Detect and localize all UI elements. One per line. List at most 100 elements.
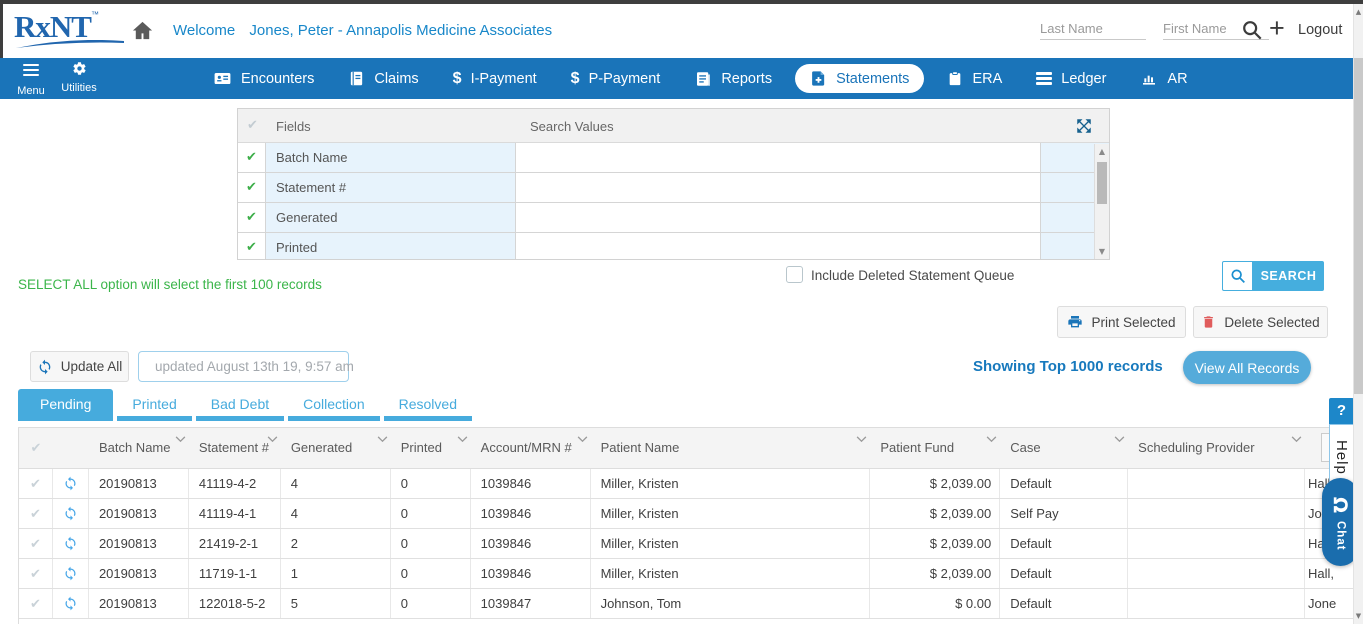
cell-patient-fund[interactable]: $ 2,039.00 bbox=[870, 469, 1001, 498]
page-scrollbar-thumb[interactable] bbox=[1354, 58, 1363, 394]
row-refresh-button[interactable] bbox=[53, 529, 89, 558]
field-checked-icon[interactable]: ✔ bbox=[238, 233, 266, 259]
tab-resolved[interactable]: Resolved bbox=[383, 389, 472, 421]
cell-patient-fund[interactable]: $ 2,039.00 bbox=[870, 499, 1001, 528]
row-checkbox[interactable]: ✔ bbox=[19, 529, 53, 558]
last-name-input[interactable] bbox=[1040, 18, 1146, 40]
first-name-input[interactable] bbox=[1163, 18, 1269, 40]
tab-printed[interactable]: Printed bbox=[117, 389, 192, 421]
column-header-scheduling-provider[interactable]: Scheduling Provider bbox=[1128, 428, 1305, 468]
tab-collection[interactable]: Collection bbox=[288, 389, 380, 421]
cell-statement-link[interactable]: 21419-2-1 bbox=[189, 529, 281, 558]
scroll-down-icon[interactable]: ▼ bbox=[1355, 612, 1362, 620]
utilities-button[interactable]: Utilities bbox=[56, 61, 102, 94]
chevron-down-icon[interactable] bbox=[1114, 436, 1125, 443]
rxnt-logo[interactable]: RxNT™ bbox=[14, 10, 132, 54]
row-refresh-button[interactable] bbox=[53, 469, 89, 498]
nav-item-encounters[interactable]: Encounters bbox=[196, 58, 331, 99]
chevron-down-icon[interactable] bbox=[175, 436, 186, 443]
menu-button[interactable]: Menu bbox=[8, 61, 54, 97]
column-header-batch-name[interactable]: Batch Name bbox=[89, 428, 189, 468]
chevron-down-icon[interactable] bbox=[577, 436, 588, 443]
row-checkbox[interactable]: ✔ bbox=[19, 559, 53, 588]
print-selected-button[interactable]: Print Selected bbox=[1057, 306, 1186, 338]
chevron-down-icon[interactable] bbox=[377, 436, 388, 443]
cell-statement-link[interactable]: 122018-5-2 bbox=[189, 589, 281, 618]
refresh-icon bbox=[65, 566, 76, 581]
cell-statement-link[interactable]: 41119-4-1 bbox=[189, 499, 281, 528]
nav-item-statements-active[interactable]: Statements bbox=[795, 64, 925, 93]
nav-item-claims[interactable]: Claims bbox=[331, 58, 435, 99]
cell-statement-link[interactable]: 11719-1-1 bbox=[189, 559, 281, 588]
panel-scrollbar-thumb[interactable] bbox=[1097, 162, 1107, 204]
search-value-input[interactable] bbox=[516, 143, 1041, 172]
logout-button[interactable]: Logout bbox=[1298, 22, 1343, 38]
include-deleted-checkbox[interactable] bbox=[786, 266, 803, 283]
cell-scheduling-provider bbox=[1128, 559, 1306, 588]
nav-item-p-payment[interactable]: $ P-Payment bbox=[554, 58, 678, 99]
chevron-down-icon[interactable] bbox=[1291, 436, 1302, 443]
view-all-records-button[interactable]: View All Records bbox=[1183, 351, 1311, 384]
cell-patient-fund[interactable]: $ 2,039.00 bbox=[870, 559, 1001, 588]
nav-item-reports[interactable]: Reports bbox=[677, 58, 789, 99]
table-row[interactable]: ✔ 20190813 41119-4-1 4 0 1039846 Miller,… bbox=[19, 499, 1363, 529]
table-row[interactable]: ✔ 20190813 122018-5-2 5 0 1039847 Johnso… bbox=[19, 589, 1363, 619]
field-checked-icon[interactable]: ✔ bbox=[238, 143, 266, 172]
search-value-input[interactable] bbox=[516, 233, 1041, 259]
search-button[interactable]: SEARCH bbox=[1222, 261, 1324, 291]
search-value-input[interactable] bbox=[516, 203, 1041, 232]
expand-panel-icon[interactable] bbox=[1075, 117, 1093, 135]
last-updated-box[interactable]: updated August 13th 19, 9:57 am bbox=[138, 351, 354, 382]
search-value-input[interactable] bbox=[516, 173, 1041, 202]
scroll-up-icon[interactable]: ▲ bbox=[1355, 8, 1362, 16]
home-icon[interactable] bbox=[131, 19, 154, 42]
column-header-generated[interactable]: Generated bbox=[281, 428, 391, 468]
update-all-button[interactable]: Update All bbox=[30, 351, 129, 382]
showing-records-text: Showing Top 1000 records bbox=[973, 358, 1163, 375]
row-checkbox[interactable]: ✔ bbox=[19, 499, 53, 528]
chevron-down-icon[interactable] bbox=[267, 436, 278, 443]
scroll-up-icon[interactable]: ▲ bbox=[1098, 147, 1106, 156]
row-checkbox[interactable]: ✔ bbox=[19, 589, 53, 618]
row-refresh-button[interactable] bbox=[53, 499, 89, 528]
delete-selected-button[interactable]: Delete Selected bbox=[1193, 306, 1328, 338]
add-patient-icon[interactable]: + bbox=[1269, 13, 1285, 43]
patient-search-icon[interactable] bbox=[1241, 19, 1263, 41]
column-header-account-mrn[interactable]: Account/MRN # bbox=[471, 428, 591, 468]
table-row[interactable]: ✔ 20190813 41119-4-2 4 0 1039846 Miller,… bbox=[19, 469, 1363, 499]
panel-scrollbar[interactable]: ▲ ▼ bbox=[1094, 144, 1109, 259]
column-header-statement-no[interactable]: Statement # bbox=[189, 428, 281, 468]
help-question-badge[interactable]: ? bbox=[1329, 398, 1354, 424]
cell-statement-link[interactable]: 41119-4-2 bbox=[189, 469, 281, 498]
row-checkbox[interactable]: ✔ bbox=[19, 469, 53, 498]
column-header-printed[interactable]: Printed bbox=[391, 428, 471, 468]
refresh-icon bbox=[65, 506, 76, 521]
tab-bad-debt[interactable]: Bad Debt bbox=[195, 389, 285, 421]
nav-item-ar[interactable]: AR bbox=[1123, 58, 1204, 99]
table-row[interactable]: ✔ 20190813 11719-1-1 1 0 1039846 Miller,… bbox=[19, 559, 1363, 589]
nav-item-ledger[interactable]: Ledger bbox=[1019, 58, 1123, 99]
row-refresh-button[interactable] bbox=[53, 589, 89, 618]
row-refresh-button[interactable] bbox=[53, 559, 89, 588]
nav-item-i-payment[interactable]: $ I-Payment bbox=[436, 58, 554, 99]
select-all-fields-check-icon[interactable]: ✔ bbox=[247, 118, 258, 133]
column-header-case[interactable]: Case bbox=[1000, 428, 1128, 468]
chat-button[interactable]: Ω Chat bbox=[1322, 478, 1359, 566]
scroll-down-icon[interactable]: ▼ bbox=[1098, 247, 1106, 256]
chevron-down-icon[interactable] bbox=[986, 436, 997, 443]
select-all-rows-checkbox[interactable]: ✔ bbox=[19, 428, 53, 468]
cell-patient-fund[interactable]: $ 2,039.00 bbox=[870, 529, 1001, 558]
table-row[interactable]: ✔ 20190813 21419-2-1 2 0 1039846 Miller,… bbox=[19, 529, 1363, 559]
chevron-down-icon[interactable] bbox=[457, 436, 468, 443]
chevron-down-icon[interactable] bbox=[856, 436, 867, 443]
page-scrollbar[interactable]: ▲ ▼ bbox=[1353, 4, 1363, 624]
search-button-icon-segment[interactable] bbox=[1222, 261, 1253, 291]
field-checked-icon[interactable]: ✔ bbox=[238, 173, 266, 202]
nav-item-era[interactable]: ERA bbox=[930, 58, 1019, 99]
cell-account-mrn: 1039846 bbox=[471, 559, 591, 588]
tab-pending[interactable]: Pending bbox=[18, 389, 114, 421]
field-checked-icon[interactable]: ✔ bbox=[238, 203, 266, 232]
cell-patient-fund[interactable]: $ 0.00 bbox=[870, 589, 1001, 618]
column-header-patient-fund[interactable]: Patient Fund bbox=[870, 428, 1000, 468]
column-header-patient-name[interactable]: Patient Name bbox=[591, 428, 871, 468]
